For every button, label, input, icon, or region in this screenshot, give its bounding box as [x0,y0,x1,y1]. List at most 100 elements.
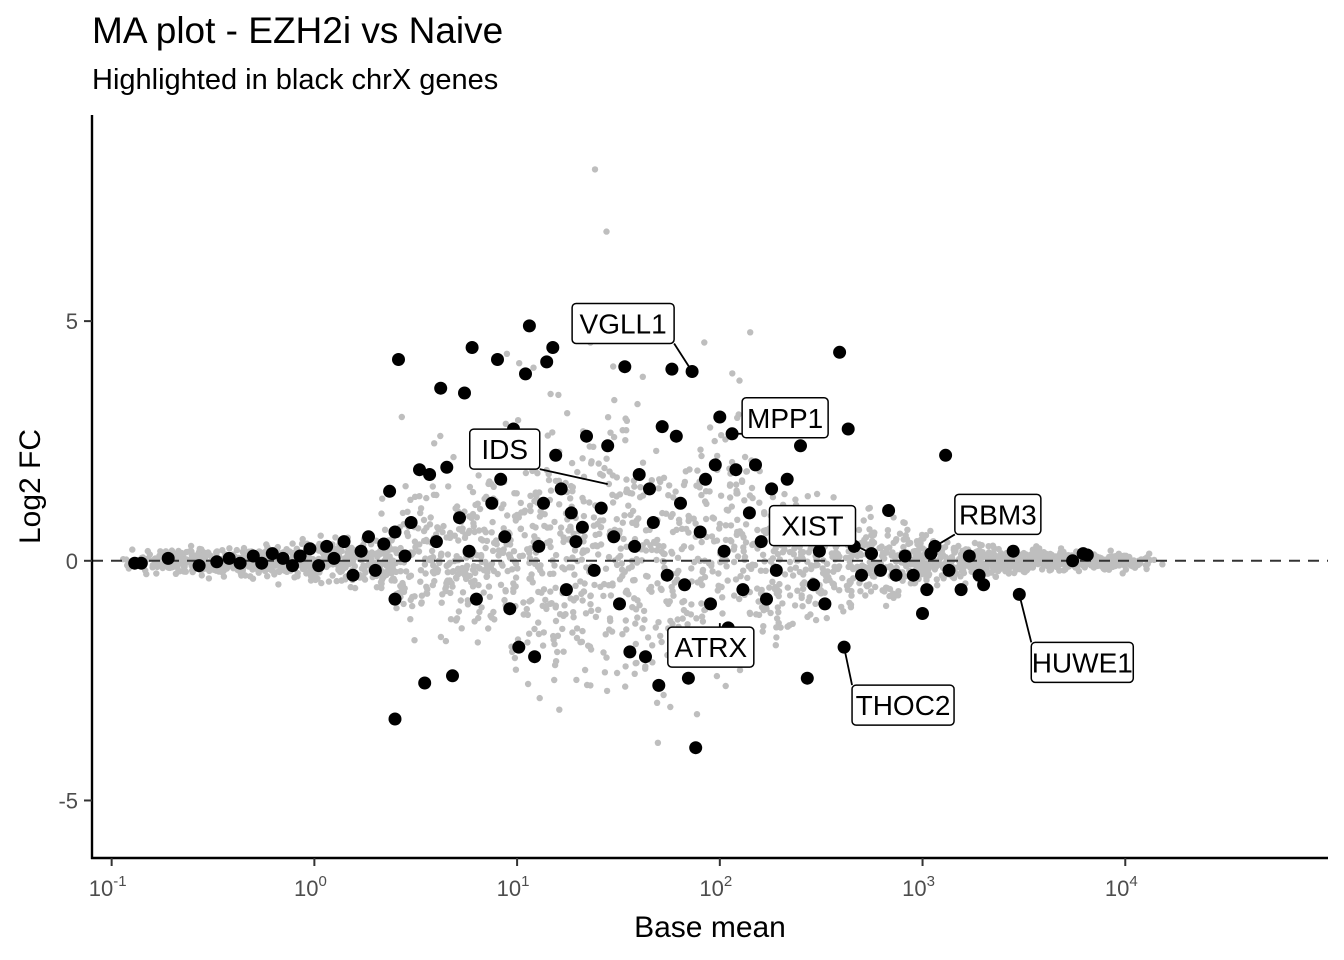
background-gene-point [182,568,189,575]
x-tick-label: 10-1 [89,873,127,901]
background-gene-point [420,527,428,535]
background-gene-point [483,573,491,580]
background-gene-point [628,563,635,570]
background-gene-point [607,429,614,436]
background-gene-point [567,525,574,533]
background-gene-point [561,602,568,609]
background-gene-point [489,547,497,554]
background-gene-point [883,584,891,592]
background-gene-point [550,632,557,640]
background-gene-point [446,577,453,584]
background-gene-point [400,588,408,596]
background-gene-point [469,583,477,590]
background-gene-point [569,629,576,636]
chrX-gene-point [559,583,573,597]
background-gene-point [799,603,806,610]
background-gene-point [860,517,867,524]
background-gene-point [417,578,424,585]
background-gene-point [407,572,415,579]
background-gene-point [469,488,477,496]
background-gene-point [789,572,797,579]
chrX-gene-point [413,463,426,477]
chrX-gene-point [601,439,615,453]
background-gene-point [916,542,923,549]
background-gene-point [551,562,558,569]
background-gene-point [736,595,743,603]
background-gene-point [756,499,763,506]
background-gene-point [213,548,220,555]
background-gene-point [680,481,688,489]
background-gene-point [554,648,561,656]
background-gene-point [660,474,668,481]
background-gene-point [805,549,812,556]
background-gene-point [950,546,957,554]
background-gene-point [176,568,183,575]
background-gene-point [1033,552,1041,559]
background-gene-point [688,565,695,572]
background-gene-point [428,547,436,555]
background-gene-point [667,703,674,711]
background-gene-point [641,616,648,623]
background-gene-point [726,494,734,501]
background-gene-point [968,564,975,572]
background-gene-point [653,547,660,554]
chrX-gene-point [882,504,896,517]
background-gene-point [685,517,692,525]
background-gene-point [716,520,723,528]
chrX-gene-point [916,607,929,620]
background-gene-point [698,613,706,620]
background-gene-point [597,583,604,590]
background-gene-point [1109,557,1116,564]
chrX-gene-point [736,583,750,597]
background-gene-point [144,547,151,555]
background-gene-point [596,517,604,524]
background-gene-point [459,525,466,532]
background-gene-point [502,420,509,427]
background-gene-point [988,561,996,569]
background-gene-point [649,659,656,666]
background-gene-point [552,551,560,559]
chrX-gene-point [453,511,466,525]
background-gene-point [416,493,423,500]
background-gene-point [1012,561,1019,569]
background-gene-point [734,414,741,421]
background-gene-point [855,526,863,534]
background-gene-point [792,496,799,503]
chrX-gene-point [210,555,224,569]
background-gene-point [581,666,589,674]
background-gene-point [623,417,631,424]
background-gene-point [150,562,157,569]
background-gene-point [529,522,536,530]
background-gene-point [606,468,613,475]
gene-label-box [851,684,955,726]
background-gene-point [774,604,781,611]
background-gene-point [539,602,546,609]
gene-label-leader [934,533,956,548]
background-gene-point [560,648,567,655]
background-gene-point [459,589,467,596]
chrX-gene-point [889,568,903,582]
background-gene-point [774,586,781,593]
background-gene-point [603,228,610,235]
background-gene-point [622,663,629,670]
background-gene-point [876,544,883,552]
chrX-gene-point [265,547,279,561]
background-gene-point [616,576,624,583]
background-gene-point [597,524,605,531]
chrX-gene-point [977,578,991,592]
background-gene-point [579,455,586,462]
background-gene-point [660,691,667,699]
background-gene-point [842,554,850,561]
background-gene-point [263,541,270,548]
background-gene-point [443,562,450,569]
chrX-gene-point [1080,548,1094,562]
background-gene-point [632,620,639,627]
chrX-gene-point [725,427,739,441]
gene-label-rbm3: RBM3 [934,493,1042,548]
background-gene-point [527,492,534,499]
background-gene-point [187,542,195,550]
background-gene-point [573,634,581,642]
background-gene-point [697,446,704,453]
background-gene-point [549,429,556,436]
